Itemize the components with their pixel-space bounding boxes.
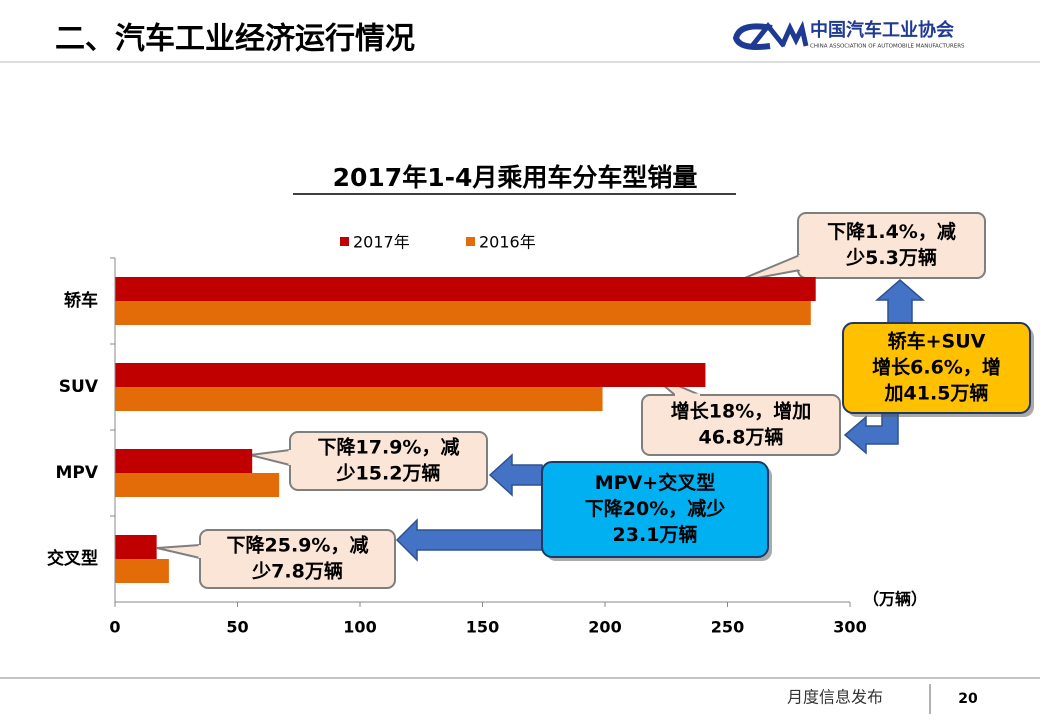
footer-text: 月度信息发布 [787,688,883,707]
bar [115,473,280,497]
callout-box [842,322,1031,414]
bar [115,363,706,387]
callout-text: 下降25.9%，减 [227,534,369,557]
callout-text: MPV+交叉型 [595,471,715,494]
callout-pointer [156,544,201,559]
x-tick-label: 100 [343,618,376,637]
callout-text: 加41.5万辆 [884,382,989,405]
logo-sub: CHINA ASSOCIATION OF AUTOMOBILE MANUFACT… [810,44,965,50]
y-tick-label: 交叉型 [47,548,98,569]
logo-name: 中国汽车工业协会 [810,19,954,41]
x-tick-label: 150 [466,618,499,637]
chart-title: 2017年1-4月乘用车分车型销量 [333,163,698,192]
y-tick-label: 轿车 [64,290,98,311]
callout-pointer [249,449,291,466]
bar [115,277,816,301]
legend-swatch [340,237,349,246]
callout-box [641,394,841,456]
bar [115,559,169,583]
callout-text: 下降20%，减少 [585,497,725,520]
callout-box [541,461,769,558]
x-tick-label: 300 [833,618,866,637]
callout-text: 下降17.9%，减 [318,436,460,459]
bar [115,449,253,473]
logo: 中国汽车工业协会 CHINA ASSOCIATION OF AUTOMOBILE… [732,19,965,50]
callout-box [199,529,396,589]
y-tick-label: SUV [59,377,99,397]
x-tick-label: 50 [226,618,248,637]
callout-text: 增长18%，增加 [671,400,811,423]
callout-box [797,212,986,279]
slide-title: 二、汽车工业经济运行情况 [55,22,415,57]
legend-label: 2017年 [353,233,410,252]
callout-text: 少7.8万辆 [251,560,343,583]
callout-text: 46.8万辆 [699,426,784,449]
callout-text: 增长6.6%，增 [872,356,1001,379]
page-number: 20 [958,691,978,707]
bar [115,535,157,559]
arrows [395,279,926,562]
y-tick-label: MPV [55,463,98,483]
x-tick-label: 200 [588,618,621,637]
callout-text: 23.1万辆 [613,523,698,546]
bar [115,301,811,325]
callout-text: 下降1.4%，减 [827,220,956,243]
callout-text: 轿车+SUV [888,330,986,353]
bar [115,387,603,411]
axis-unit: （万辆） [863,590,927,609]
callout-text: 少15.2万辆 [336,462,441,485]
x-tick-label: 250 [711,618,744,637]
legend-label: 2016年 [479,233,536,252]
legend-swatch [466,237,475,246]
x-tick-label: 0 [109,618,120,637]
callout-text: 少5.3万辆 [845,246,937,269]
